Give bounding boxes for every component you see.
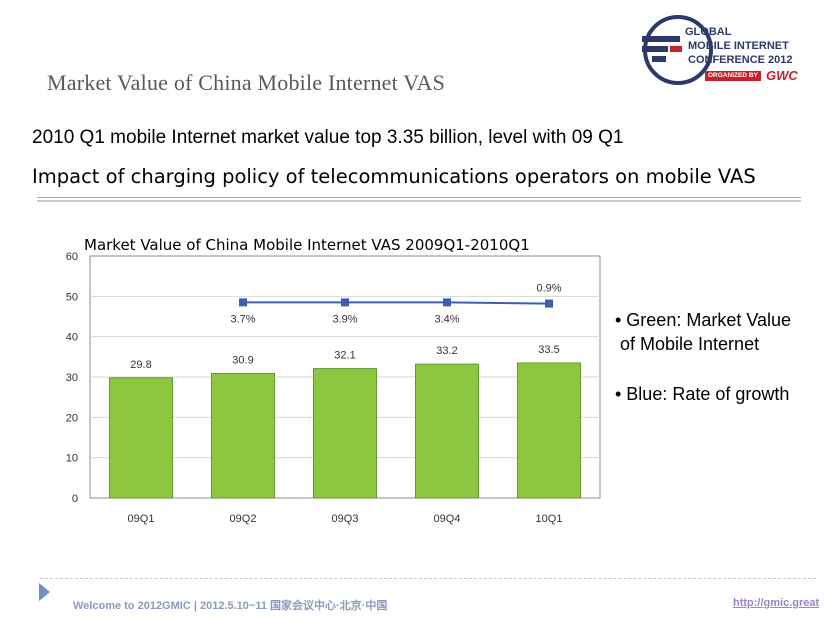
chart-labels: 0 10 20 30 40 50 60 29.8 09Q1 30.9 09Q2 32.1 09Q3 33.… bbox=[66, 251, 563, 525]
growth-line-path bbox=[243, 301, 550, 305]
bar bbox=[108, 377, 174, 499]
header-divider-shadow bbox=[37, 200, 801, 202]
bar-value-label: 32.1 bbox=[334, 350, 355, 362]
bar-value-label: 30.9 bbox=[232, 354, 253, 366]
headline-market-value: 2010 Q1 mobile Internet market value top… bbox=[32, 127, 624, 148]
growth-rate-label: 3.9% bbox=[332, 313, 357, 325]
bar-value-label: 29.8 bbox=[130, 359, 151, 371]
chart-bars bbox=[108, 362, 582, 499]
growth-point bbox=[545, 299, 553, 308]
y-tick-label: 10 bbox=[66, 453, 78, 465]
bar bbox=[210, 372, 276, 499]
footer-welcome-text: Welcome to 2012GMIC | 2012.5.10~11 国家会议中… bbox=[73, 600, 388, 612]
y-tick-label: 30 bbox=[66, 372, 78, 384]
page-title: Market Value of China Mobile Internet VA… bbox=[47, 70, 446, 95]
legend-green: • Green: Market Value bbox=[615, 310, 792, 330]
legend-blue: • Blue: Rate of growth bbox=[615, 384, 790, 404]
y-tick-label: 60 bbox=[66, 251, 78, 263]
x-tick-label: 10Q1 bbox=[536, 513, 563, 525]
y-tick-label: 40 bbox=[66, 332, 78, 344]
y-tick-label: 20 bbox=[66, 412, 78, 424]
growth-point bbox=[443, 298, 451, 307]
chart-growth-line bbox=[239, 298, 553, 308]
growth-rate-label: 3.7% bbox=[230, 313, 255, 325]
footer-divider bbox=[40, 578, 816, 579]
growth-point bbox=[239, 298, 247, 307]
legend-green-cont: of Mobile Internet bbox=[620, 334, 760, 354]
bar-value-label: 33.2 bbox=[436, 345, 457, 357]
header-divider bbox=[37, 197, 801, 198]
x-tick-label: 09Q3 bbox=[332, 513, 359, 525]
growth-point bbox=[341, 298, 349, 307]
x-tick-label: 09Q2 bbox=[230, 513, 257, 525]
bar bbox=[312, 368, 378, 499]
logo-line-global: GLOBAL bbox=[685, 26, 732, 38]
growth-rate-label: 0.9% bbox=[536, 283, 561, 295]
market-value-chart: Market Value of China Mobile Internet VA… bbox=[66, 236, 601, 525]
conference-logo bbox=[632, 10, 807, 85]
logo-emblem-icon bbox=[642, 15, 713, 85]
gwc-brand: GWC bbox=[766, 68, 798, 83]
x-tick-label: 09Q1 bbox=[128, 513, 155, 525]
chart-title: Market Value of China Mobile Internet VA… bbox=[84, 236, 530, 254]
logo-line-mobile-internet: MOBILE INTERNET bbox=[688, 40, 789, 52]
y-tick-label: 0 bbox=[72, 493, 78, 505]
organized-by-badge: ORGANIZED BY bbox=[705, 71, 761, 81]
footer-link[interactable]: http://gmic.great bbox=[733, 597, 820, 609]
bar bbox=[516, 362, 582, 499]
bar bbox=[414, 363, 480, 499]
growth-rate-label: 3.4% bbox=[434, 313, 459, 325]
x-tick-label: 09Q4 bbox=[434, 513, 461, 525]
headline-charging-policy: Impact of charging policy of telecommuni… bbox=[32, 165, 756, 188]
y-tick-label: 50 bbox=[66, 291, 78, 303]
logo-line-conference: CONFERENCE 2012 bbox=[688, 54, 793, 66]
next-arrow-icon[interactable] bbox=[39, 583, 50, 601]
bar-value-label: 33.5 bbox=[538, 344, 559, 356]
